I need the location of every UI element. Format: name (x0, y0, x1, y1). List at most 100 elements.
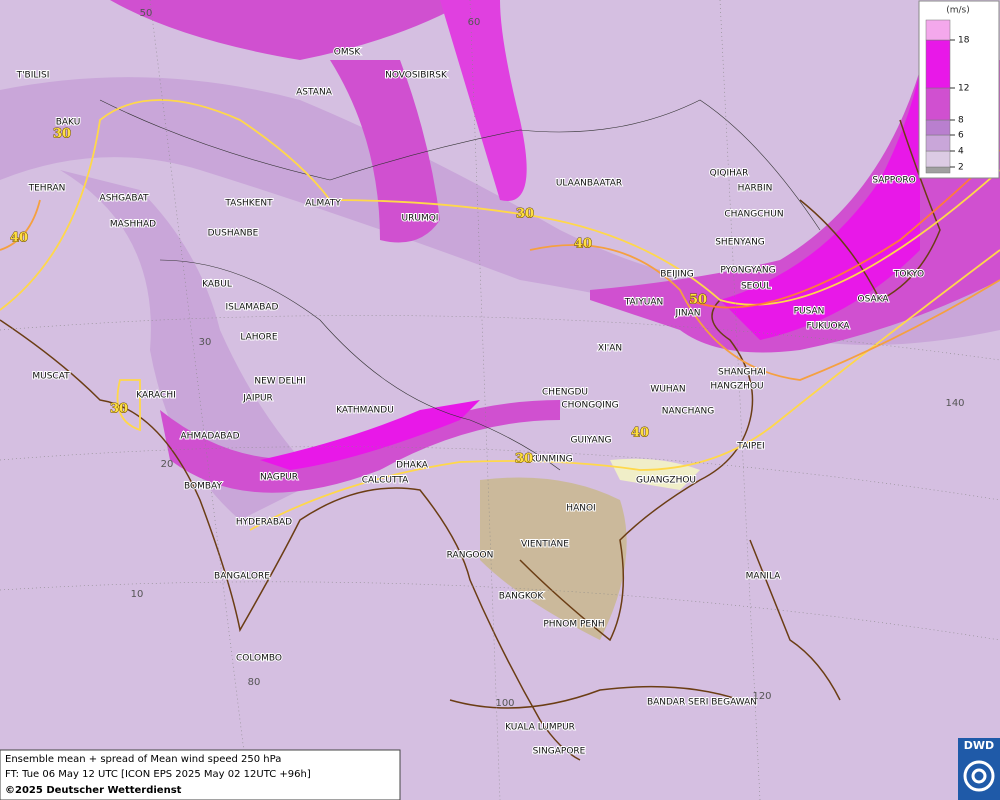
city-label: ASHGABAT (100, 194, 149, 204)
city-label: HYDERABAD (236, 518, 292, 528)
city-label: KARACHI (136, 391, 176, 401)
city-label: FUKUOKA (807, 322, 851, 332)
city-label: PHNOM PENH (543, 620, 604, 630)
legend-label: 6 (958, 131, 964, 141)
city-label: TEHRAN (28, 184, 66, 194)
grid-label: 50 (140, 8, 153, 19)
city-label: KATHMANDU (336, 406, 394, 416)
city-label: ASTANA (296, 88, 333, 98)
city-label: SHENYANG (715, 238, 765, 248)
city-label: PYONGYANG (720, 266, 775, 276)
legend-band (925, 87, 951, 121)
city-label: AHMADABAD (180, 432, 239, 442)
city-label: TASHKENT (224, 199, 273, 209)
borders (99, 99, 821, 471)
grid-label: 100 (495, 698, 514, 709)
city-label: NANCHANG (662, 407, 715, 417)
city-label: BANGALORE (214, 572, 270, 582)
legend-label: 18 (958, 36, 970, 46)
contour-label: 40 (10, 231, 28, 246)
city-label: NEW DELHI (254, 377, 305, 387)
city-label: SAPPORO (872, 176, 915, 186)
contour-label: 30 (515, 452, 533, 467)
city-label: PUSAN (794, 307, 825, 317)
legend-band (925, 166, 951, 174)
legend-label: 4 (958, 147, 964, 157)
city-label: BEIJING (660, 270, 694, 280)
city-label: KABUL (202, 280, 232, 290)
city-label: ISLAMABAD (226, 303, 279, 313)
city-label: DUSHANBE (208, 229, 259, 239)
legend-band (925, 119, 951, 136)
city-label: ALMATY (305, 199, 341, 209)
logo-swirl (971, 768, 987, 784)
city-label: SHANGHAI (718, 368, 766, 378)
grid-label: 140 (945, 398, 964, 409)
city-label: OMSK (334, 48, 362, 58)
grid-label: 60 (468, 17, 481, 28)
labels: OMSK NOVOSIBIRSK ASTANA T'BILISI BAKU TEHRAN A… (9, 8, 964, 758)
city-label: QIQIHAR (710, 169, 749, 179)
city-label: HANOI (566, 504, 595, 514)
city-label: GUIYANG (571, 436, 612, 446)
city-label: COLOMBO (236, 654, 282, 664)
caption-line: FT: Tue 06 May 12 UTC [ICON EPS 2025 May… (5, 769, 311, 780)
city-label: BOMBAY (184, 482, 222, 492)
legend-label: 2 (958, 163, 964, 173)
city-label: CHONGQING (561, 401, 618, 411)
city-label: BANGKOK (499, 592, 545, 602)
city-label: HANGZHOU (710, 382, 763, 392)
city-label: TOKYO (893, 270, 924, 280)
city-label: CHENGDU (542, 388, 588, 398)
city-label: T'BILISI (16, 71, 50, 81)
legend-label: 8 (958, 116, 964, 126)
city-label: HARBIN (738, 184, 773, 194)
city-label: MUSCAT (32, 372, 70, 382)
city-label: BANDAR SERI BEGAWAN (647, 698, 757, 708)
logo-swirl (963, 760, 995, 792)
contour-label: 40 (574, 237, 592, 252)
city-label: JAIPUR (242, 394, 273, 404)
legend-label: 12 (958, 84, 969, 94)
city-label: NAGPUR (260, 473, 298, 483)
city-label: KUALA LUMPUR (505, 723, 575, 733)
contour-label: 30 (53, 127, 71, 142)
city-label: TAIYUAN (624, 298, 664, 308)
city-label: GUANGZHOU (636, 476, 696, 486)
grid-label: 30 (199, 337, 212, 348)
grid-label: 80 (248, 677, 261, 688)
contour-label: 30 (110, 402, 128, 417)
city-label: XI'AN (598, 344, 622, 354)
caption: Ensemble mean + spread of Mean wind spee… (0, 749, 401, 800)
city-label: OSAKA (857, 295, 889, 305)
city-label: RANGOON (447, 551, 494, 561)
legend-band (925, 150, 951, 168)
copyright: ©2025 Deutscher Wetterdienst (5, 785, 182, 796)
city-label: SINGAPORE (533, 747, 586, 757)
caption-line: Ensemble mean + spread of Mean wind spee… (5, 754, 281, 765)
isotachs (0, 99, 1000, 531)
city-label: MASHHAD (110, 220, 156, 230)
city-label: MANILA (746, 572, 782, 582)
city-label: VIENTIANE (521, 540, 569, 550)
city-label: DHAKA (396, 461, 429, 471)
legend: (m/s) 2 4 6 8 12 18 (918, 0, 1000, 179)
city-label: WUHAN (650, 385, 685, 395)
legend-band (925, 39, 951, 89)
legend-unit: (m/s) (946, 6, 970, 16)
contour-label: 50 (689, 293, 707, 308)
city-label: NOVOSIBIRSK (385, 71, 448, 81)
logo: DWD (958, 738, 1000, 800)
logo-text: DWD (964, 739, 994, 752)
grid-label: 10 (131, 589, 144, 600)
caption-box (0, 749, 401, 800)
contour-label: 30 (516, 207, 534, 222)
city-label: URUMQI (402, 214, 439, 224)
city-label: LAHORE (240, 333, 277, 343)
contour-label: 40 (631, 426, 649, 441)
city-label: SEOUL (741, 282, 771, 292)
city-label: ULAANBAATAR (556, 179, 622, 189)
city-label: TAIPEI (736, 442, 764, 452)
